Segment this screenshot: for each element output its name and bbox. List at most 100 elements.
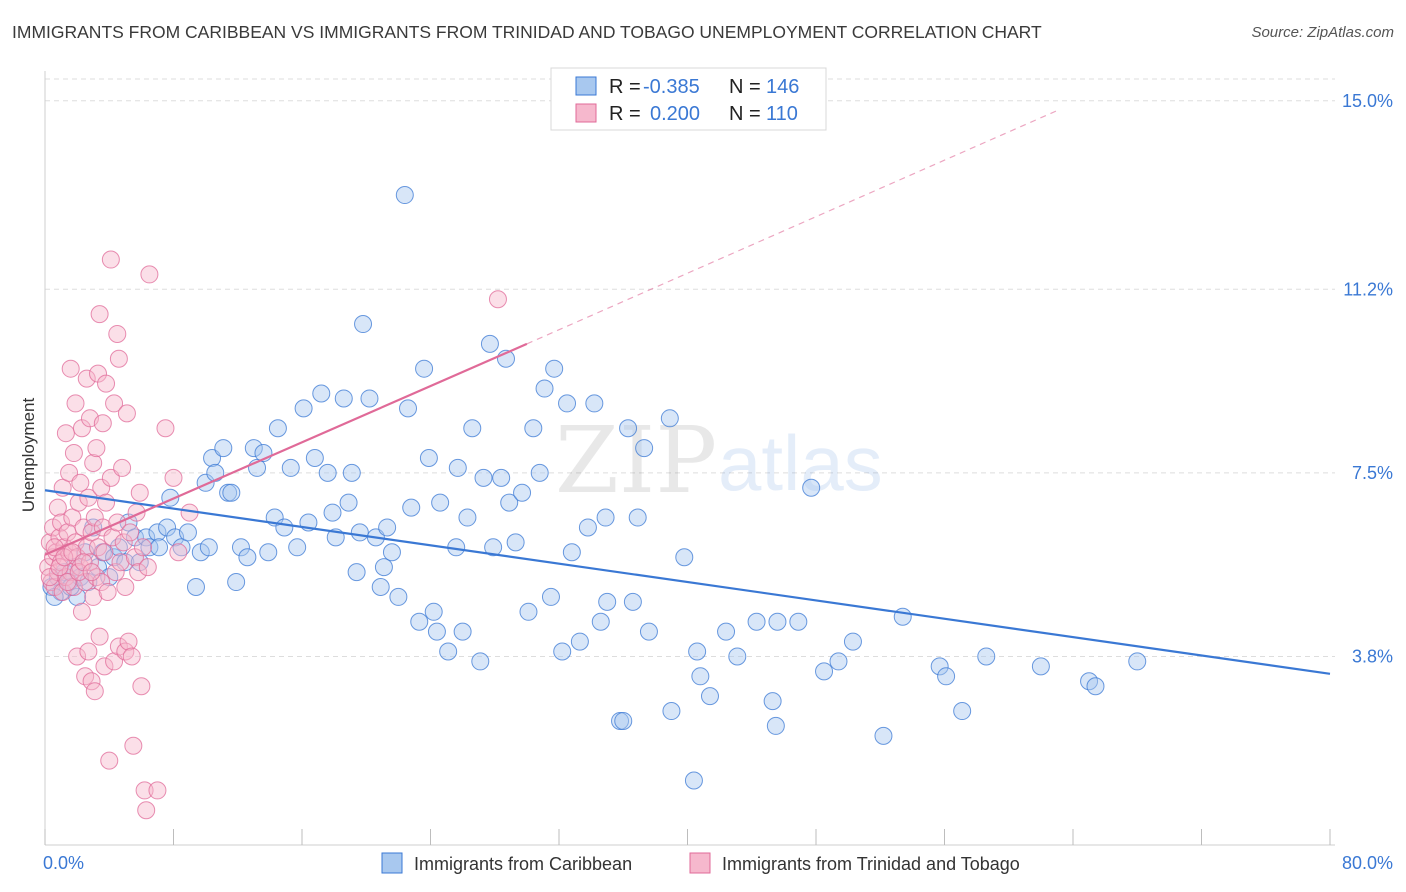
data-point bbox=[492, 468, 511, 487]
data-point bbox=[545, 359, 564, 378]
data-point bbox=[893, 607, 912, 626]
data-point bbox=[231, 538, 250, 557]
data-point bbox=[789, 612, 808, 631]
watermark-zip: ZIP bbox=[555, 407, 717, 514]
data-point bbox=[82, 563, 101, 582]
data-point bbox=[76, 573, 95, 592]
data-point bbox=[156, 419, 175, 438]
data-point bbox=[347, 563, 366, 582]
data-point bbox=[829, 652, 848, 671]
data-point bbox=[111, 553, 130, 572]
data-point bbox=[68, 587, 87, 606]
data-point bbox=[68, 647, 87, 666]
data-point bbox=[691, 667, 710, 686]
data-point bbox=[360, 389, 379, 408]
grid-lines bbox=[45, 78, 1335, 657]
data-point bbox=[815, 662, 834, 681]
y-tick-label: 15.0% bbox=[1342, 91, 1393, 111]
data-point bbox=[1086, 677, 1105, 696]
data-point bbox=[116, 578, 135, 596]
regression-line bbox=[44, 489, 1331, 675]
data-point bbox=[40, 568, 59, 587]
data-point bbox=[424, 602, 443, 621]
y-tick-label: 3.8% bbox=[1352, 646, 1393, 666]
data-point bbox=[318, 463, 337, 482]
data-point bbox=[585, 394, 604, 413]
x-ticks bbox=[44, 829, 1331, 845]
data-point bbox=[662, 702, 681, 721]
data-point bbox=[109, 349, 128, 368]
data-point bbox=[63, 508, 82, 527]
data-point bbox=[439, 642, 458, 661]
data-point bbox=[222, 483, 241, 502]
data-point bbox=[766, 716, 785, 735]
data-point bbox=[97, 374, 116, 393]
data-point bbox=[259, 543, 278, 562]
data-point bbox=[578, 518, 597, 537]
data-point bbox=[334, 389, 353, 408]
data-point bbox=[619, 419, 638, 438]
data-point bbox=[114, 533, 133, 552]
bottom-legend-swatch-blue bbox=[381, 852, 403, 874]
data-point bbox=[82, 672, 101, 691]
data-point bbox=[535, 379, 554, 398]
data-point bbox=[140, 265, 159, 284]
data-point bbox=[953, 702, 972, 721]
data-point bbox=[69, 563, 88, 582]
legend-r-value-blue: -0.385 bbox=[643, 76, 700, 98]
data-point bbox=[312, 384, 331, 403]
data-point bbox=[427, 622, 446, 641]
data-point bbox=[238, 548, 257, 567]
data-point bbox=[684, 771, 703, 790]
data-point bbox=[1128, 652, 1147, 671]
data-point bbox=[614, 711, 633, 730]
data-point bbox=[129, 563, 148, 582]
data-point bbox=[64, 444, 83, 463]
data-point bbox=[90, 305, 109, 324]
data-point bbox=[93, 414, 112, 433]
data-point bbox=[52, 513, 71, 532]
data-point bbox=[639, 622, 658, 641]
axes bbox=[44, 71, 1335, 846]
bottom-legend: Immigrants from Caribbean Immigrants fro… bbox=[381, 852, 1020, 874]
data-point bbox=[122, 647, 141, 666]
data-point bbox=[500, 493, 519, 512]
data-point bbox=[61, 359, 80, 378]
data-point bbox=[628, 508, 647, 527]
data-point bbox=[97, 493, 116, 512]
legend-n-label-blue: N = bbox=[729, 76, 761, 98]
data-point bbox=[105, 652, 124, 671]
data-point bbox=[98, 582, 117, 601]
data-point bbox=[506, 533, 525, 552]
data-point bbox=[133, 538, 152, 557]
regression-line bbox=[44, 342, 528, 556]
data-point bbox=[138, 558, 157, 577]
data-point bbox=[700, 687, 719, 706]
data-point bbox=[339, 493, 358, 512]
data-point bbox=[480, 334, 499, 353]
data-point bbox=[541, 587, 560, 606]
data-point bbox=[275, 518, 294, 537]
data-point bbox=[116, 553, 135, 572]
data-point bbox=[135, 781, 154, 800]
data-point bbox=[598, 592, 617, 611]
data-point bbox=[410, 612, 429, 631]
data-point bbox=[395, 186, 414, 205]
data-point bbox=[977, 647, 996, 666]
data-point bbox=[874, 726, 893, 745]
data-point bbox=[675, 548, 694, 567]
x-tick-label-max: 80.0% bbox=[1342, 853, 1393, 873]
data-point bbox=[79, 642, 98, 661]
data-point bbox=[77, 369, 96, 388]
legend-swatch-blue bbox=[575, 76, 597, 96]
legend-swatch-pink bbox=[575, 103, 597, 123]
data-point bbox=[342, 463, 361, 482]
data-point bbox=[90, 627, 109, 646]
data-point bbox=[186, 578, 205, 596]
data-point bbox=[140, 538, 159, 557]
data-point bbox=[294, 399, 313, 418]
data-point bbox=[121, 523, 140, 542]
data-point bbox=[84, 587, 103, 606]
data-point bbox=[288, 538, 307, 557]
data-point bbox=[930, 657, 949, 676]
